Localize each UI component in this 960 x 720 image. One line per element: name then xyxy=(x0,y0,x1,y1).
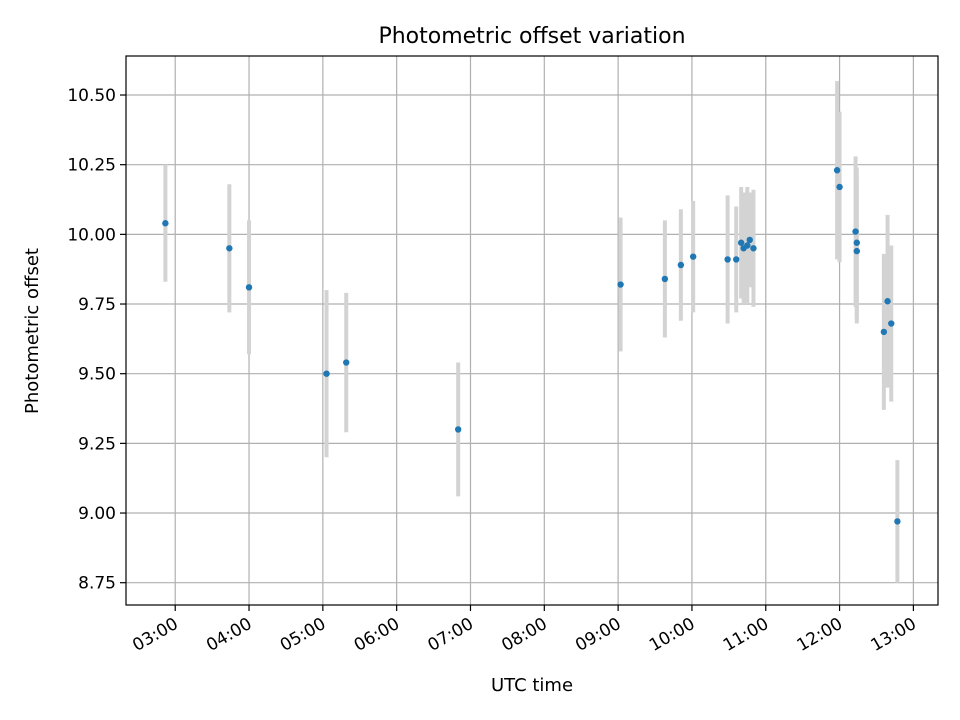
y-tick-label: 10.25 xyxy=(67,156,116,176)
data-point xyxy=(833,167,841,174)
data-point xyxy=(836,183,843,191)
y-axis-label: Photometric offset xyxy=(22,248,43,414)
data-point xyxy=(750,245,757,252)
data-point xyxy=(853,239,860,246)
data-point xyxy=(323,370,330,377)
data-point xyxy=(343,359,350,366)
data-point xyxy=(737,239,745,246)
y-tick-label: 9.25 xyxy=(78,434,116,454)
x-axis-label: UTC time xyxy=(491,675,573,696)
data-point xyxy=(888,320,895,327)
data-point xyxy=(689,253,697,260)
data-point xyxy=(454,426,462,433)
y-tick-label: 9.75 xyxy=(78,295,116,315)
data-point xyxy=(226,245,233,252)
data-point xyxy=(880,328,888,336)
data-point xyxy=(853,247,860,255)
data-point xyxy=(162,220,169,227)
data-point xyxy=(744,242,751,249)
data-point xyxy=(746,236,753,244)
data-point xyxy=(884,298,891,305)
y-tick-label: 9.00 xyxy=(78,504,116,524)
y-tick-label: 8.75 xyxy=(78,574,116,594)
chart-title: Photometric offset variation xyxy=(378,24,685,49)
plot-frame xyxy=(125,55,939,606)
data-point xyxy=(617,281,624,288)
data-point xyxy=(724,256,731,263)
data-point xyxy=(852,228,859,235)
data-point xyxy=(245,284,253,291)
data-point xyxy=(661,275,669,283)
data-point xyxy=(677,261,685,269)
grid xyxy=(126,56,938,605)
data-points xyxy=(162,167,901,525)
data-point xyxy=(733,256,740,263)
y-tick-label: 10.00 xyxy=(67,225,116,245)
y-axis-ticks: 8.75 9.00 9.25 9.50 9.75 10.00 10.25 10.50 xyxy=(67,86,126,594)
y-tick-label: 9.50 xyxy=(78,365,116,385)
y-tick-label: 10.50 xyxy=(67,86,116,106)
data-point xyxy=(894,518,901,525)
